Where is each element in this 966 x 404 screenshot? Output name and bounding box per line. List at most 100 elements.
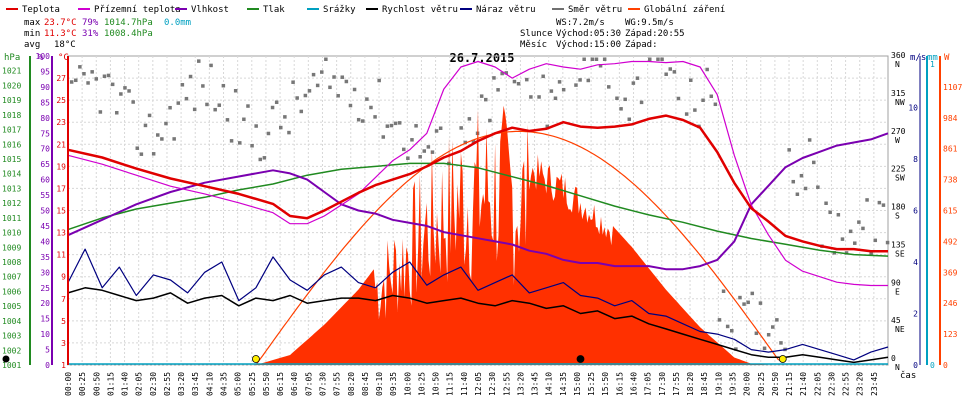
radiation-tick-label: 984 [943,114,958,123]
wind-dir-point [119,92,123,96]
wind-dir-point [525,77,529,82]
wind-dir-point [561,87,566,92]
humidity-tick-label: 0 [45,361,50,370]
wind-speed-axis-unit: m/s [910,53,926,63]
wind-dir-tick-dir: N [895,363,900,372]
wind-dir-point [123,86,127,90]
wind-dir-point [205,102,209,107]
wind-dir-point [668,67,673,71]
wind-dir-point [713,102,718,107]
legend-label: Tlak [263,5,285,15]
wind-dir-point [229,139,234,143]
wind-dir-point [549,89,554,93]
wind-dir-point [332,75,336,79]
series-line [67,132,889,271]
wind-dir-point [725,324,730,329]
wind-dir-point [258,157,263,162]
sun-rise: Východ:05:30 [556,29,621,39]
wind-dir-point [98,110,103,114]
wind-dir-point [90,70,94,74]
pressure-tick-label: 1020 [2,81,21,90]
wind-dir-point [541,74,545,79]
wind-dir-tick-label: 315 [891,89,906,98]
radiation-tick-label: 1107 [943,83,962,92]
wind-dir-point [861,226,865,231]
wind-dir-point [639,100,644,105]
humidity-tick-label: 15 [40,315,50,324]
legend-label: Srážky [323,5,356,15]
wind-dir-point [771,325,775,329]
temperature-tick-label: 7 [61,295,66,304]
wind-dir-point [812,160,816,165]
wind-dir-tick-dir: SW [895,174,905,183]
x-tick-label: 18:45 [700,372,709,396]
x-tick-label: 04:10 [205,372,214,396]
wind-speed-info: WS:7.2m/s [556,18,605,28]
x-tick-label: 22:30 [827,372,836,396]
wind-dir-point [176,101,181,105]
humidity-tick-label: 5 [45,346,50,355]
x-tick-label: 15:50 [601,372,610,396]
temperature-tick-label: 11 [56,251,66,260]
stats-min-temp: 11.3°C [44,29,77,39]
temperature-tick-label: 19 [56,162,66,171]
moon-phase-marker [2,355,10,363]
wind-dir-point [422,149,427,153]
wind-dir-point [799,173,804,178]
humidity-tick-label: 100 [36,52,51,61]
wind-dir-point [807,138,812,142]
radiation-tick-label: 246 [943,299,958,308]
wind-dir-point [738,295,742,300]
x-tick-label: 14:10 [545,372,554,396]
pressure-tick-label: 1018 [2,111,21,120]
wind-dir-tick-dir: W [895,136,900,145]
wind-dir-point [635,76,640,80]
wind-dir-point [197,59,201,63]
x-tick-label: 10:25 [417,372,426,396]
wind-dir-point [463,140,468,145]
wind-speed-tick-label: 0 [913,361,918,370]
wind-dir-point [336,94,340,98]
wind-dir-point [365,97,369,101]
pressure-axis-unit: hPa [4,53,20,63]
pressure-tick-label: 1006 [2,287,21,296]
wind-dir-point [693,108,697,112]
humidity-tick-label: 70 [40,145,50,154]
wind-direction-points [69,57,890,352]
x-tick-label: 18:20 [686,372,695,396]
stats-max-rain: 0.0mm [164,18,191,28]
pressure-tick-label: 1004 [2,317,21,326]
sun-moon-marker [252,355,260,363]
legend-label: Vlhkost [191,5,229,15]
legend-label: Náraz větru [476,5,536,15]
x-tick-label: 17:05 [644,372,653,396]
pressure-tick-label: 1019 [2,96,21,105]
x-tick-label: 12:05 [474,372,483,396]
stats-avg-temp: 18°C [54,40,76,50]
wind-dir-point [746,300,750,305]
wind-dir-point [402,147,406,152]
wind-dir-point [492,76,496,80]
axes: 1001100210031004100510061007100810091010… [2,51,962,396]
wind-dir-tick-label: 225 [891,165,906,174]
wind-dir-point [504,71,509,75]
wind-dir-point [238,141,242,145]
x-tick-label: 23:45 [870,372,879,396]
wind-dir-point [164,121,168,126]
x-tick-label: 05:25 [248,372,257,396]
wind-dir-point [881,203,886,207]
pressure-tick-label: 1010 [2,229,21,238]
x-tick-label: 00:25 [78,372,87,396]
wind-dir-point [615,96,619,101]
wind-dir-point [328,85,332,90]
temperature-axis-unit: °C [58,53,69,63]
stats-min-pres: 1008.4hPa [104,29,153,39]
wind-dir-point [303,93,308,98]
wind-dir-point [184,96,189,101]
pressure-tick-label: 1002 [2,346,21,355]
moon-set: Západ: [625,40,658,50]
radiation-fill [255,105,769,365]
x-tick-label: 16:15 [615,372,624,396]
wind-dir-point [656,57,660,61]
